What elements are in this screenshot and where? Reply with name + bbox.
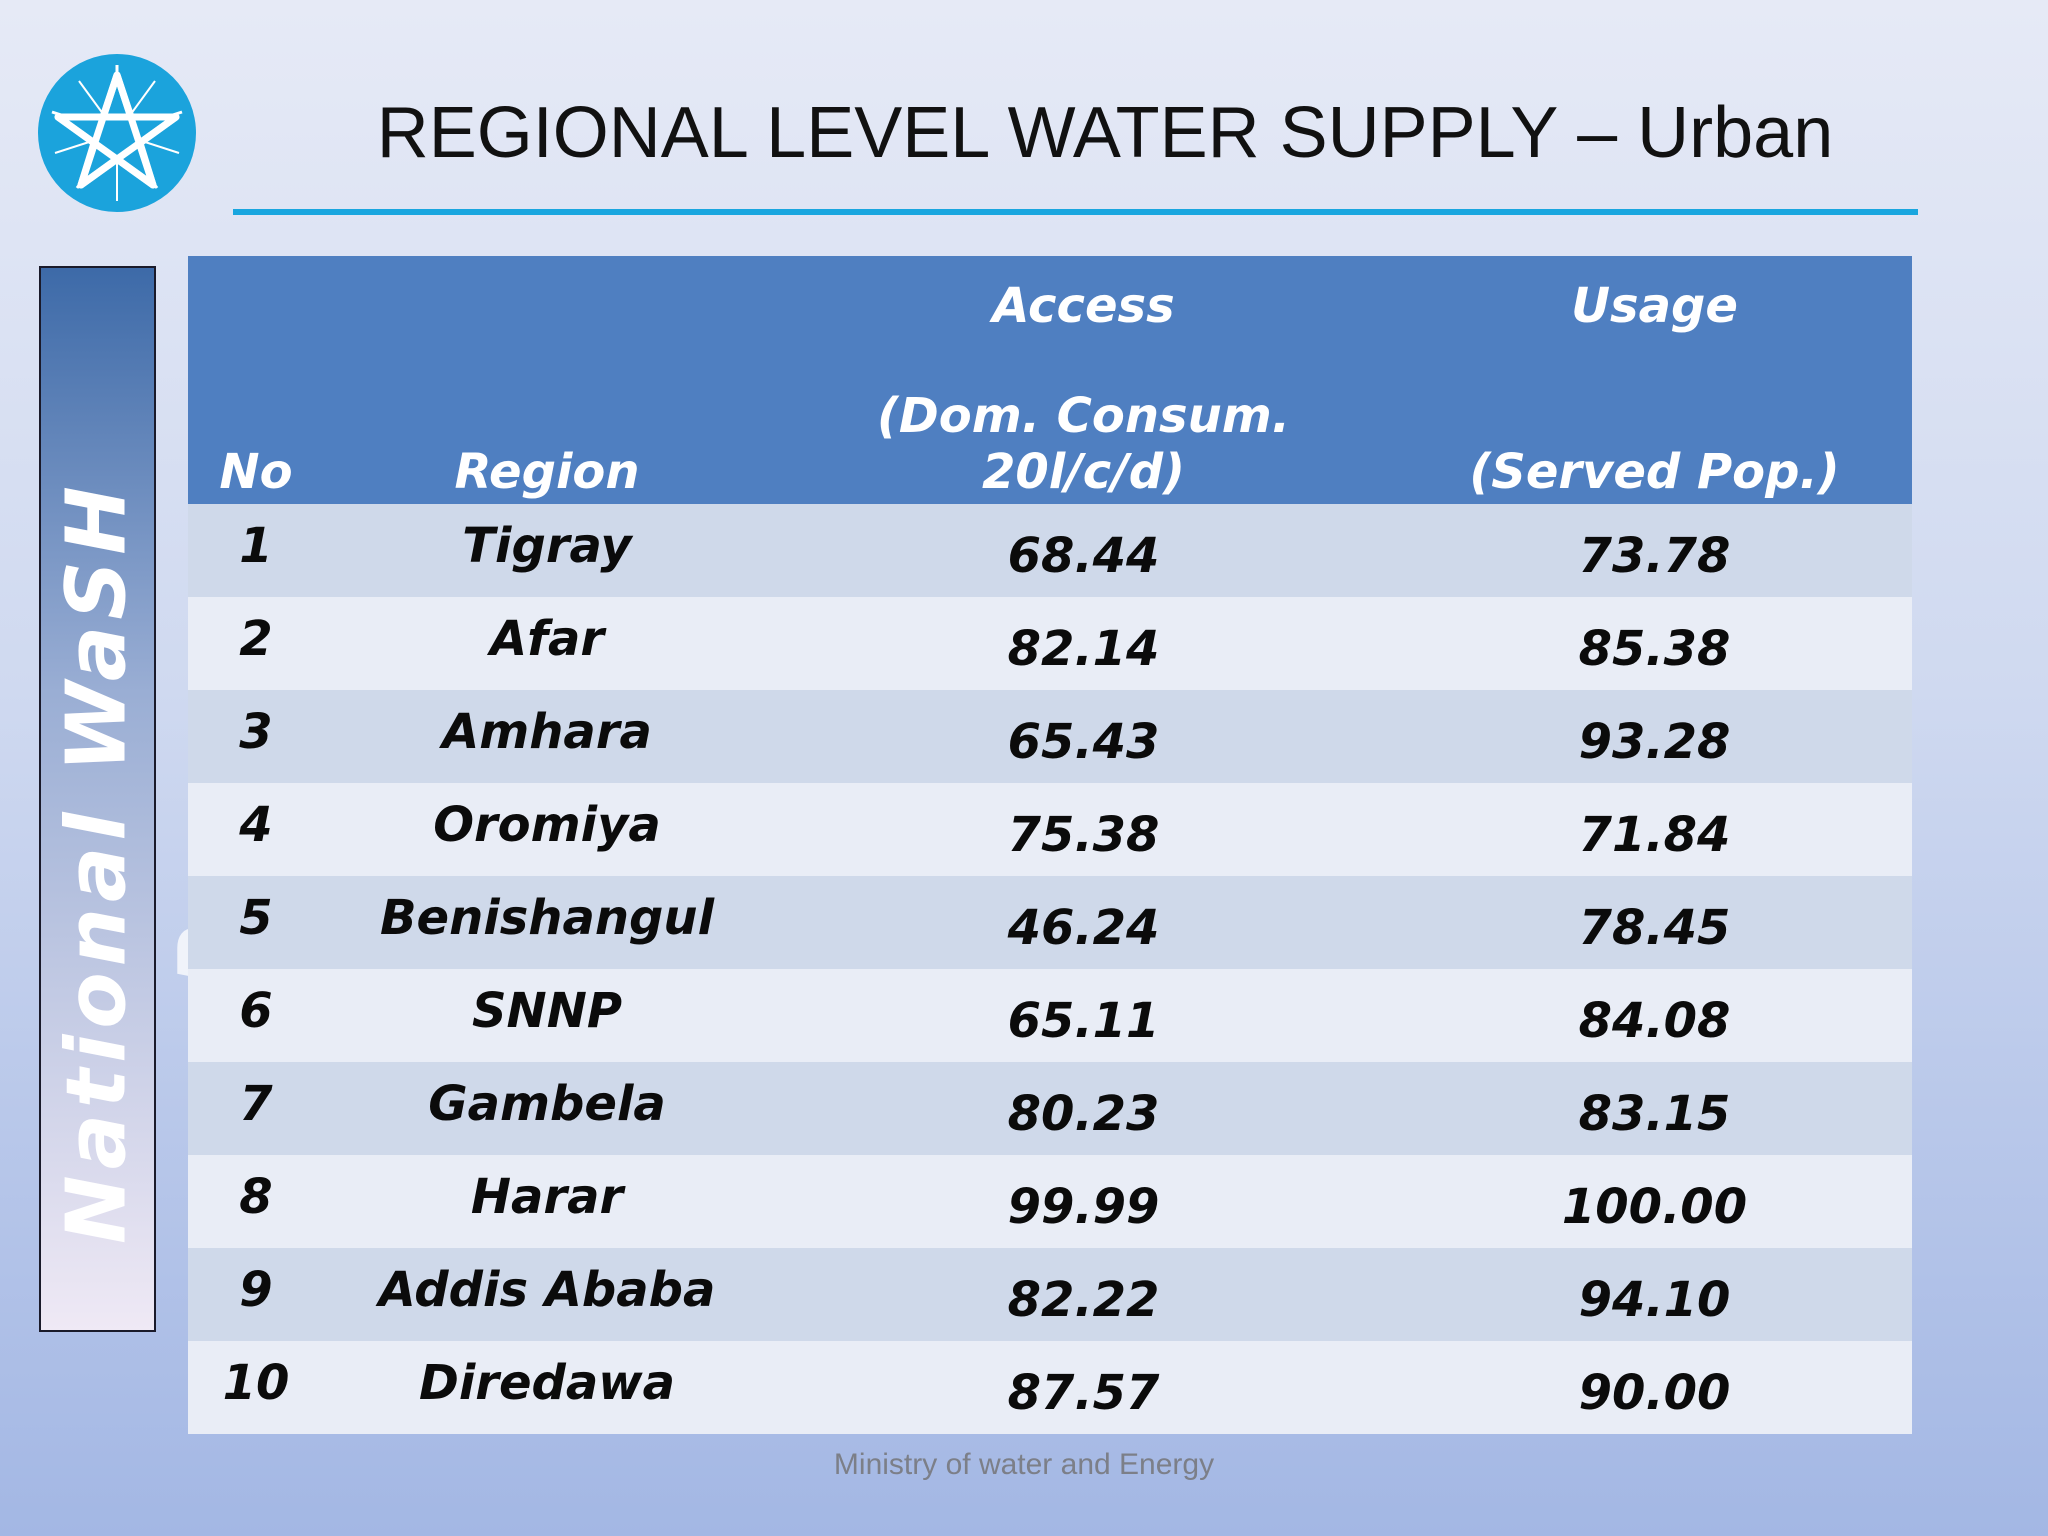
row-no: 2 xyxy=(188,597,324,690)
header-no-top xyxy=(188,256,324,388)
row-no: 6 xyxy=(188,969,324,1062)
row-region: Oromiya xyxy=(324,783,770,876)
row-usage: 78.45 xyxy=(1397,876,1912,969)
row-access: 82.14 xyxy=(770,597,1397,690)
table-row: 10 Diredawa 87.57 90.00 xyxy=(188,1341,1912,1434)
row-usage: 85.38 xyxy=(1397,597,1912,690)
header-usage: Usage xyxy=(1397,256,1912,388)
row-no: 3 xyxy=(188,690,324,783)
header-region-top xyxy=(324,256,770,388)
row-no: 1 xyxy=(188,504,324,597)
header-usage-unit: (Served Pop.) xyxy=(1397,388,1912,504)
table-row: 9 Addis Ababa 82.22 94.10 xyxy=(188,1248,1912,1341)
row-access: 46.24 xyxy=(770,876,1397,969)
side-banner xyxy=(39,266,156,1332)
row-usage: 83.15 xyxy=(1397,1062,1912,1155)
header-region: Region xyxy=(324,388,770,504)
row-region: Harar xyxy=(324,1155,770,1248)
row-access: 99.99 xyxy=(770,1155,1397,1248)
row-usage: 93.28 xyxy=(1397,690,1912,783)
side-label: National WaSH xyxy=(49,480,145,1244)
row-usage: 84.08 xyxy=(1397,969,1912,1062)
table-row: 6 SNNP 65.11 84.08 xyxy=(188,969,1912,1062)
table-row: 4 Oromiya 75.38 71.84 xyxy=(188,783,1912,876)
row-no: 9 xyxy=(188,1248,324,1341)
row-usage: 73.78 xyxy=(1397,504,1912,597)
row-region: SNNP xyxy=(324,969,770,1062)
row-access: 65.11 xyxy=(770,969,1397,1062)
slide-title: REGIONAL LEVEL WATER SUPPLY – Urban xyxy=(376,93,1834,173)
water-supply-table: Access Usage No Region (Dom. Consum. 20l… xyxy=(188,256,1912,1434)
row-access: 82.22 xyxy=(770,1248,1397,1341)
table-row: 7 Gambela 80.23 83.15 xyxy=(188,1062,1912,1155)
footer-ministry: Ministry of water and Energy xyxy=(833,1448,1215,1481)
table-row: 3 Amhara 65.43 93.28 xyxy=(188,690,1912,783)
row-access: 68.44 xyxy=(770,504,1397,597)
row-region: Diredawa xyxy=(324,1341,770,1434)
table-row: 5 Benishangul 46.24 78.45 xyxy=(188,876,1912,969)
row-no: 8 xyxy=(188,1155,324,1248)
star-emblem-icon xyxy=(38,54,196,212)
row-region: Addis Ababa xyxy=(324,1248,770,1341)
row-no: 5 xyxy=(188,876,324,969)
row-access: 75.38 xyxy=(770,783,1397,876)
header-no: No xyxy=(188,388,324,504)
row-no: 4 xyxy=(188,783,324,876)
title-underline xyxy=(233,209,1918,215)
header-row-top: Access Usage xyxy=(188,256,1912,388)
row-access: 80.23 xyxy=(770,1062,1397,1155)
row-region: Tigray xyxy=(324,504,770,597)
header-access: Access xyxy=(770,256,1397,388)
row-usage: 94.10 xyxy=(1397,1248,1912,1341)
header-row-bottom: No Region (Dom. Consum. 20l/c/d) (Served… xyxy=(188,388,1912,504)
header-access-unit: (Dom. Consum. 20l/c/d) xyxy=(770,388,1397,504)
table-row: 1 Tigray 68.44 73.78 xyxy=(188,504,1912,597)
row-no: 7 xyxy=(188,1062,324,1155)
row-no: 10 xyxy=(188,1341,324,1434)
row-region: Amhara xyxy=(324,690,770,783)
row-region: Benishangul xyxy=(324,876,770,969)
row-region: Afar xyxy=(324,597,770,690)
row-usage: 90.00 xyxy=(1397,1341,1912,1434)
row-access: 65.43 xyxy=(770,690,1397,783)
row-usage: 100.00 xyxy=(1397,1155,1912,1248)
row-region: Gambela xyxy=(324,1062,770,1155)
row-access: 87.57 xyxy=(770,1341,1397,1434)
row-usage: 71.84 xyxy=(1397,783,1912,876)
table-row: 8 Harar 99.99 100.00 xyxy=(188,1155,1912,1248)
table-row: 2 Afar 82.14 85.38 xyxy=(188,597,1912,690)
